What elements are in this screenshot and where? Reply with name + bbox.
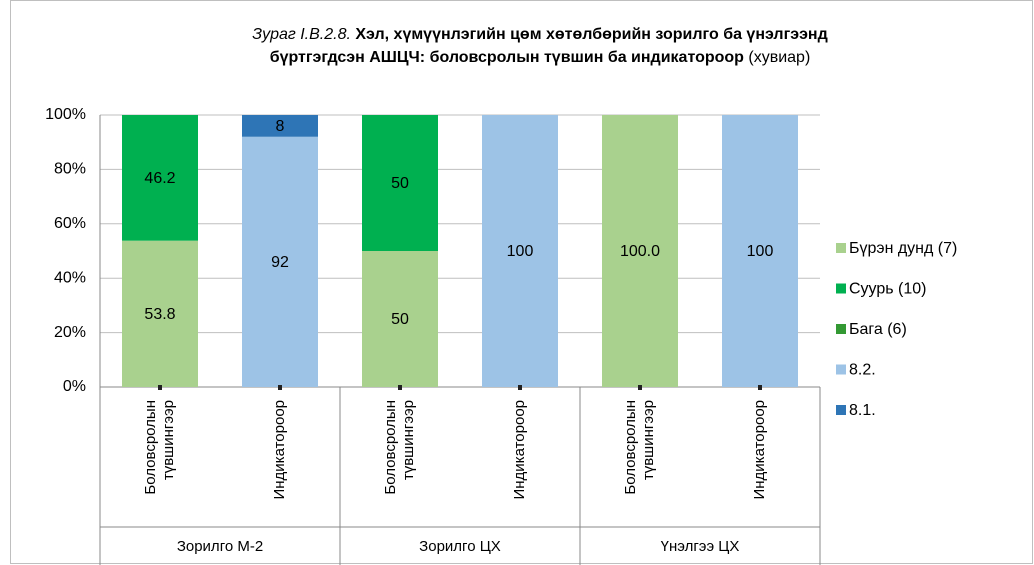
- tick-mark: [158, 385, 162, 390]
- data-label: 50: [391, 311, 409, 328]
- x-tick-label: Боловсролын: [142, 400, 159, 495]
- title-suffix: (хувиар): [748, 49, 810, 66]
- bar-segment: [242, 136, 318, 387]
- bar-segment: [722, 115, 798, 387]
- bar-segment: [602, 115, 678, 387]
- legend-label: Бүрэн дунд (7): [849, 240, 957, 257]
- bar-segment: [242, 115, 318, 137]
- tick-mark: [518, 385, 522, 390]
- tick-mark: [638, 385, 642, 390]
- legend-label: 8.2.: [849, 362, 876, 379]
- chart-title: бүртгэгдсэн АШЦЧ: боловсролын түвшин ба …: [270, 49, 811, 66]
- chart-title: Зураг I.B.2.8. Хэл, хүмүүнлэгийн цөм хөт…: [252, 26, 827, 43]
- bar-segment: [362, 251, 438, 387]
- data-label: 8: [276, 118, 285, 135]
- title-line: Хэл, хүмүүнлэгийн цөм хөтөлбөрийн зорилг…: [355, 26, 827, 43]
- tick-mark: [398, 385, 402, 390]
- legend-swatch: [836, 405, 846, 415]
- tick-mark: [758, 385, 762, 390]
- y-tick-label: 0%: [63, 378, 86, 395]
- x-tick-label: Боловсролын: [622, 400, 639, 495]
- data-label: 92: [271, 254, 289, 271]
- data-label: 46.2: [144, 170, 175, 187]
- data-label: 100: [507, 243, 534, 260]
- data-label: 50: [391, 175, 409, 192]
- x-tick-label: Боловсролын: [382, 400, 399, 495]
- y-tick-label: 60%: [54, 215, 86, 232]
- y-tick-label: 40%: [54, 269, 86, 286]
- legend-label: 8.1.: [849, 402, 876, 419]
- y-tick-label: 100%: [45, 106, 86, 123]
- x-tick-label: түвшингээр: [160, 400, 177, 480]
- legend-swatch: [836, 243, 846, 253]
- title-line: бүртгэгдсэн АШЦЧ: боловсролын түвшин ба …: [270, 49, 744, 66]
- legend-label: Бага (6): [849, 321, 907, 338]
- group-label: Зорилго ЦХ: [419, 538, 501, 555]
- bar-segment: [362, 115, 438, 251]
- bar-segment: [122, 115, 198, 241]
- data-label: 100: [747, 243, 774, 260]
- legend-swatch: [836, 283, 846, 294]
- group-label: Үнэлгээ ЦХ: [661, 538, 740, 555]
- x-tick-label: Индикатороор: [751, 400, 768, 500]
- legend-swatch: [836, 324, 846, 334]
- tick-mark: [278, 385, 282, 390]
- x-tick-label: Индикатороор: [271, 400, 288, 500]
- legend-swatch: [836, 364, 846, 375]
- group-label: Зорилго М-2: [177, 538, 263, 555]
- title-prefix: Зураг I.B.2.8.: [252, 26, 351, 43]
- bar-segment: [122, 240, 198, 387]
- x-tick-label: Индикатороор: [511, 400, 528, 500]
- data-label: 100.0: [620, 243, 660, 260]
- x-tick-label: түвшингээр: [640, 400, 657, 480]
- data-label: 53.8: [144, 306, 175, 323]
- y-tick-label: 20%: [54, 324, 86, 341]
- legend-label: Суурь (10): [849, 281, 927, 298]
- y-tick-label: 80%: [54, 161, 86, 178]
- bar-segment: [482, 115, 558, 387]
- x-tick-label: түвшингээр: [400, 400, 417, 480]
